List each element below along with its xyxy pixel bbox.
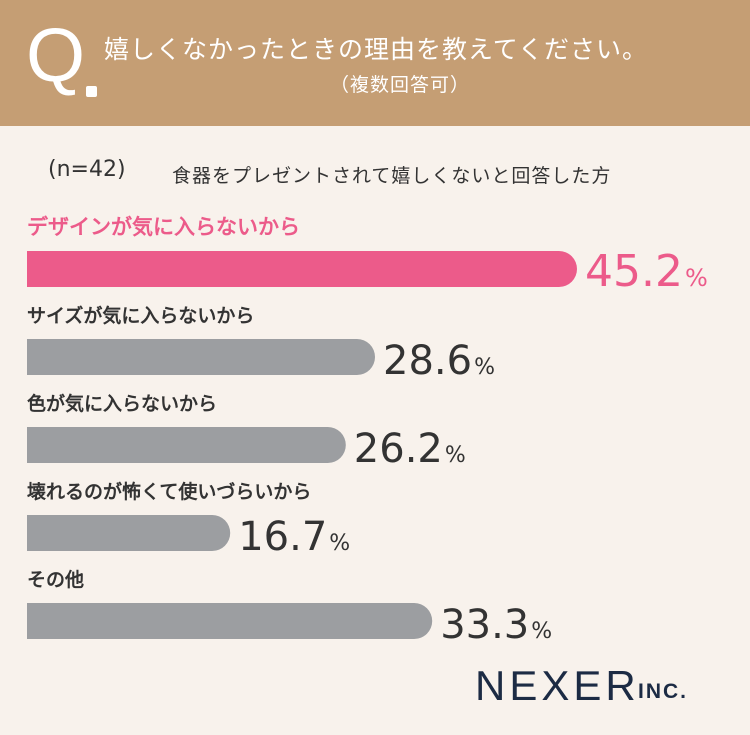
category-label: デザインが気に入らないから: [27, 215, 300, 239]
question-header: Q 嬉しくなかったときの理由を教えてください。 （複数回答可）: [0, 0, 750, 126]
value-label: 45.2%: [585, 246, 708, 297]
question-dot: [86, 86, 97, 97]
value-label: 33.3%: [440, 602, 552, 648]
question-text: 嬉しくなかったときの理由を教えてください。: [104, 35, 649, 64]
brand-suffix: INC.: [638, 680, 688, 703]
value-label: 16.7%: [238, 514, 350, 560]
value-label: 28.6%: [383, 338, 495, 384]
bar: [27, 427, 346, 463]
question-mark: Q: [26, 13, 86, 98]
value-label: 26.2%: [354, 426, 466, 472]
category-label: 色が気に入らないから: [27, 392, 217, 415]
bar: [27, 339, 376, 375]
question-subtext: （複数回答可）: [330, 74, 471, 96]
bar: [27, 251, 577, 287]
category-label: サイズが気に入らないから: [27, 304, 254, 327]
sample-size: (n=42): [48, 157, 126, 182]
category-label: その他: [27, 568, 84, 591]
bar: [27, 515, 231, 551]
sample-description: 食器をプレゼントされて嬉しくないと回答した方: [172, 165, 612, 187]
category-label: 壊れるのが怖くて使いづらいから: [27, 480, 311, 503]
bar: [27, 603, 433, 639]
brand-logo: NEXER: [475, 662, 640, 709]
